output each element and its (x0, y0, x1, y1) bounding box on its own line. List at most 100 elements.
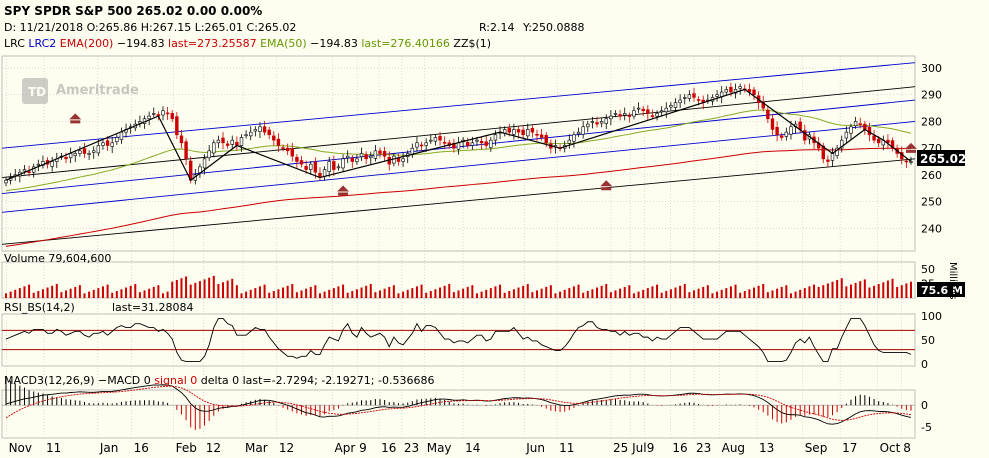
volume-bar (522, 285, 525, 298)
rsi-tick-label: 50 (921, 334, 935, 347)
candle-body (526, 129, 530, 137)
volume-bar (540, 288, 543, 298)
volume-bar (254, 288, 257, 298)
date-tick-label: 23 (404, 441, 419, 455)
candle-body (766, 109, 770, 120)
volume-bar (106, 284, 109, 298)
candle-body (507, 128, 511, 133)
volume-bar (789, 293, 792, 298)
volume-bar (586, 291, 589, 298)
rsi-tick-label: 0 (921, 358, 928, 371)
volume-bar (725, 288, 728, 298)
volume-bar (762, 284, 765, 298)
volume-bar (189, 284, 192, 298)
candle-body (96, 145, 101, 154)
volume-bar (822, 285, 825, 298)
candle-body (798, 121, 802, 130)
ema200-line (5, 147, 912, 247)
volume-bar (397, 293, 400, 298)
volume-bar (462, 288, 465, 298)
candle-body (632, 110, 636, 117)
date-tick-label: 16 (672, 441, 687, 455)
volume-bar (5, 293, 7, 298)
volume-bar (429, 291, 432, 298)
date-tick-label: 25 (613, 441, 628, 455)
volume-bar (873, 285, 876, 298)
volume-bar (499, 284, 502, 298)
volume-bar (849, 284, 852, 298)
volume-bar (194, 282, 197, 298)
volume-bar (411, 288, 414, 298)
ameritrade-logo: TD Ameritrade (22, 78, 139, 104)
volume-bar (776, 288, 779, 298)
candle-body (119, 131, 124, 140)
volume-bar (632, 293, 635, 298)
candle-body (886, 139, 890, 144)
last-price-label: 265.02 (920, 152, 966, 166)
candle-body (424, 142, 428, 146)
candle-body (729, 86, 733, 93)
candle-body (770, 118, 775, 130)
date-tick-label: Jun (525, 441, 545, 455)
date-tick-label: Nov (9, 441, 32, 455)
volume-bar (18, 288, 21, 298)
volume-bar (628, 285, 631, 298)
volume-bar (572, 286, 575, 298)
date-tick-label: Oct (880, 441, 901, 455)
candle-body (281, 147, 285, 149)
volume-bar (198, 281, 201, 298)
logo-badge-icon (22, 78, 48, 104)
volume-bar (369, 284, 372, 298)
last-price-badge (917, 150, 965, 166)
candle-body (78, 150, 82, 154)
volume-bar (23, 286, 26, 298)
candle-body (784, 131, 789, 137)
volume-bar (406, 289, 409, 298)
logo-badge-text: TD (28, 85, 46, 99)
candle-body (544, 135, 548, 144)
volume-bar (60, 292, 63, 298)
candle-body (830, 153, 835, 161)
candle-body (161, 110, 165, 116)
studies-legend: LRC LRC2 EMA(200) −194.83 last=273.25587… (4, 37, 491, 50)
volume-bar (531, 292, 534, 298)
volume-bar (716, 291, 719, 298)
macd-panel (2, 377, 915, 430)
candle-body (212, 142, 216, 154)
candle-body (304, 166, 308, 170)
study-legend-item: EMA(200) (56, 37, 113, 50)
date-tick-label: 12 (206, 441, 221, 455)
candle-body (590, 121, 595, 123)
volume-bar (720, 289, 723, 298)
volume-bar (485, 289, 488, 298)
volume-bar (877, 284, 880, 298)
candle-body (276, 138, 281, 146)
volume-bar (309, 286, 312, 298)
panel-frame (1, 313, 916, 367)
candle-body (415, 142, 419, 148)
volume-bar (129, 285, 132, 298)
volume-bar (785, 285, 788, 298)
candle-body (322, 169, 327, 177)
volume-bar (32, 292, 35, 298)
study-legend-item: last=276.40166 (358, 37, 450, 50)
candle-body (655, 113, 659, 117)
macd-legend-item: last=-2.7294; (239, 374, 318, 387)
rsi-last: last=31.28084 (112, 301, 194, 314)
volume-bar (138, 292, 141, 298)
volume-bar (51, 285, 54, 298)
date-tick-label: 13 (759, 441, 774, 455)
volume-bar (665, 291, 668, 298)
candle-body (221, 137, 225, 144)
macd-legend-item: -2.19271; (318, 374, 375, 387)
volume-bar (125, 287, 128, 298)
study-legend-item: LRC (4, 37, 25, 50)
volume-bar (171, 281, 174, 298)
candle-body (475, 139, 479, 142)
date-tick-label: 17 (842, 441, 857, 455)
date-tick-label: 8 (903, 441, 911, 455)
volume-bar (97, 288, 100, 298)
volume-bar (323, 291, 326, 298)
candle-body (641, 108, 645, 112)
candle-body (433, 137, 438, 142)
